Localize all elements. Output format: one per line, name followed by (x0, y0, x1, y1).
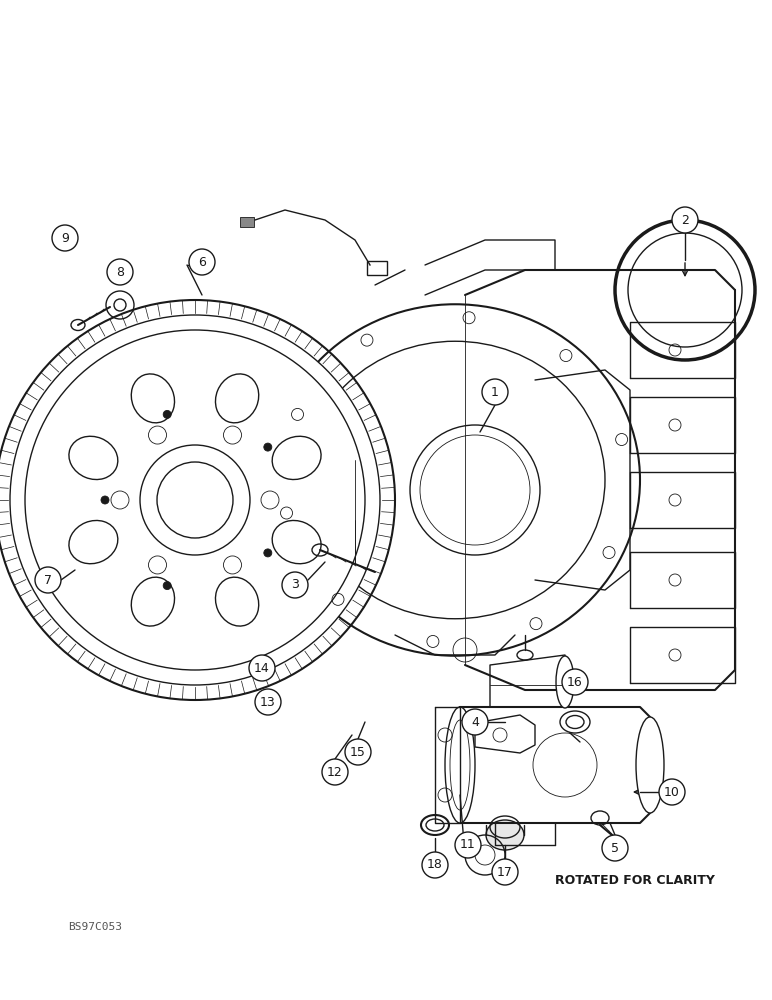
Circle shape (322, 759, 348, 785)
Ellipse shape (445, 707, 475, 823)
FancyBboxPatch shape (240, 217, 254, 227)
Circle shape (672, 207, 698, 233)
Circle shape (249, 655, 275, 681)
Ellipse shape (215, 577, 259, 626)
Circle shape (261, 491, 279, 509)
Text: 1: 1 (491, 385, 499, 398)
Circle shape (163, 410, 171, 418)
Circle shape (422, 852, 448, 878)
Text: ROTATED FOR CLARITY: ROTATED FOR CLARITY (555, 874, 715, 886)
Circle shape (157, 462, 233, 538)
Text: 18: 18 (427, 858, 443, 871)
Circle shape (101, 496, 109, 504)
Circle shape (282, 572, 308, 598)
Circle shape (111, 491, 129, 509)
Ellipse shape (556, 656, 574, 708)
Text: 3: 3 (291, 578, 299, 591)
Circle shape (0, 300, 395, 700)
Text: 13: 13 (260, 696, 276, 708)
Circle shape (224, 426, 242, 444)
Ellipse shape (215, 374, 259, 423)
Circle shape (264, 549, 272, 557)
Text: 10: 10 (664, 786, 680, 798)
Text: 16: 16 (567, 676, 583, 688)
Text: 5: 5 (611, 842, 619, 854)
Ellipse shape (273, 520, 321, 564)
Text: 6: 6 (198, 255, 206, 268)
Circle shape (345, 739, 371, 765)
Circle shape (264, 443, 272, 451)
Text: 2: 2 (681, 214, 689, 227)
Text: BS97C053: BS97C053 (68, 922, 122, 932)
Text: 11: 11 (460, 838, 476, 852)
Circle shape (482, 379, 508, 405)
Circle shape (189, 249, 215, 275)
Circle shape (602, 835, 628, 861)
Circle shape (10, 315, 380, 685)
Circle shape (462, 709, 488, 735)
Ellipse shape (131, 374, 174, 423)
Ellipse shape (273, 436, 321, 480)
Text: 17: 17 (497, 865, 513, 879)
Circle shape (455, 832, 481, 858)
Text: 14: 14 (254, 662, 270, 674)
Ellipse shape (69, 436, 118, 480)
Circle shape (255, 689, 281, 715)
Circle shape (148, 556, 167, 574)
Circle shape (163, 582, 171, 590)
Text: 7: 7 (44, 574, 52, 586)
Text: 8: 8 (116, 265, 124, 278)
Ellipse shape (486, 820, 524, 850)
Circle shape (492, 859, 518, 885)
Ellipse shape (69, 520, 118, 564)
Circle shape (148, 426, 167, 444)
Ellipse shape (131, 577, 174, 626)
Circle shape (107, 259, 133, 285)
Circle shape (140, 445, 250, 555)
Circle shape (52, 225, 78, 251)
Text: 4: 4 (471, 716, 479, 728)
Circle shape (224, 556, 242, 574)
Text: 12: 12 (327, 766, 343, 778)
Circle shape (659, 779, 685, 805)
Circle shape (25, 330, 365, 670)
Circle shape (35, 567, 61, 593)
Text: 15: 15 (350, 746, 366, 758)
Text: 9: 9 (61, 232, 69, 244)
Ellipse shape (636, 717, 664, 813)
Circle shape (562, 669, 588, 695)
